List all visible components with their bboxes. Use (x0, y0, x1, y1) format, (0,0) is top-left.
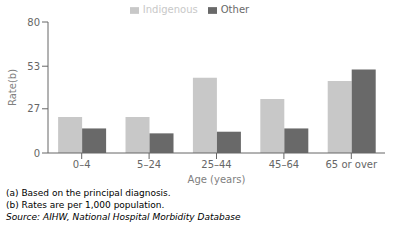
svg-text:27: 27 (27, 103, 40, 114)
svg-text:Rate(b): Rate(b) (8, 69, 18, 106)
svg-text:65 or over: 65 or over (325, 159, 378, 170)
svg-text:Age (years): Age (years) (188, 174, 246, 185)
svg-text:25–44: 25–44 (201, 159, 231, 170)
svg-text:53: 53 (27, 61, 40, 72)
html-text:Other: Other (220, 4, 250, 15)
svg-text:0: 0 (34, 148, 40, 159)
html-text:Indigenous: Indigenous (142, 4, 198, 15)
svg-text:45–64: 45–64 (269, 159, 299, 170)
html-text:Source: AIHW, National Hospita: Source: AIHW, National Hospital Morbidit… (6, 212, 241, 222)
html-text:(b) Rates are per 1,000 popula: (b) Rates are per 1,000 population. (6, 200, 165, 210)
svg-text:0–4: 0–4 (73, 159, 91, 170)
svg-text:80: 80 (27, 17, 40, 28)
html-text:(a) Based on the principal dia: (a) Based on the principal diagnosis. (6, 188, 171, 198)
svg-text:5–24: 5–24 (137, 159, 161, 170)
